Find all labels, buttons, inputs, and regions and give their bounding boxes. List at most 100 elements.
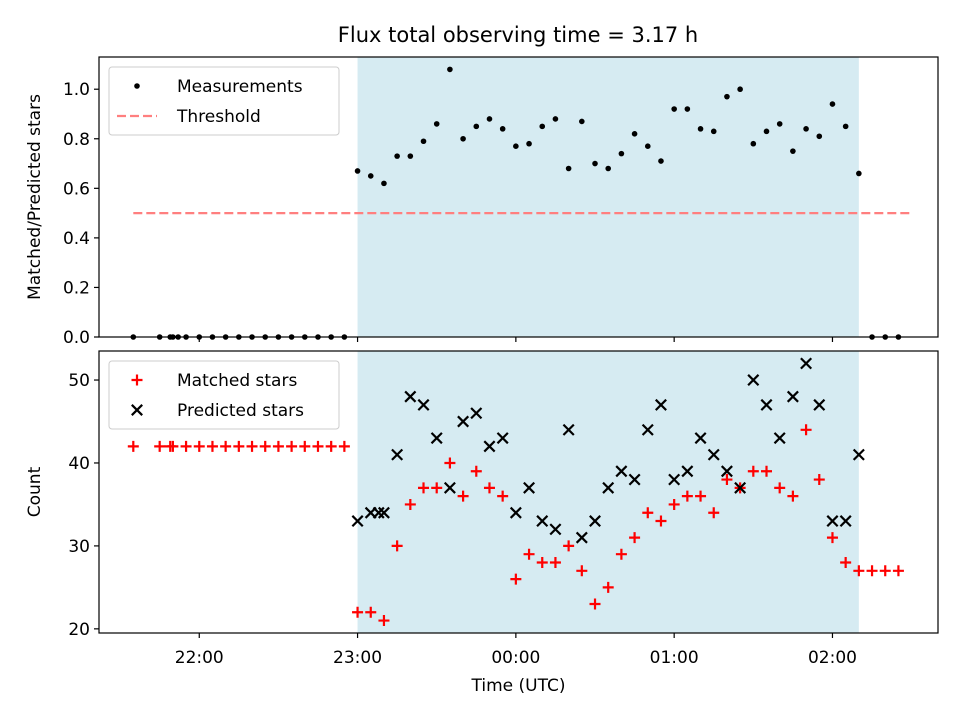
matched-star-point: [338, 440, 350, 452]
measurement-point: [856, 170, 862, 177]
predicted-star-point: [575, 531, 588, 544]
matched-star-point: [655, 515, 667, 527]
x-tick-label: 00:00: [491, 648, 540, 668]
matched-star-point: [378, 615, 390, 627]
measurement-point: [565, 165, 572, 172]
matched-star-point: [602, 581, 614, 593]
legend: Measurements Threshold: [108, 66, 340, 136]
measurement-point: [750, 140, 757, 147]
measurement-point: [381, 180, 387, 187]
matched-star-point: [418, 482, 430, 494]
matched-star-point: [536, 557, 548, 568]
matched-star-point: [404, 498, 416, 510]
measurement-point: [433, 121, 440, 127]
y-tick-label: 40: [68, 454, 90, 474]
predicted-star-point: [509, 506, 522, 519]
matched-star-point: [523, 548, 535, 560]
measurement-point: [684, 106, 691, 112]
measurement-point: [447, 66, 453, 73]
legend-dot-marker: [134, 83, 140, 89]
measurement-point: [671, 106, 677, 112]
matched-star-point: [549, 557, 561, 568]
predicted-star-point: [734, 481, 747, 494]
measurement-point: [394, 153, 400, 159]
legend-frame: [108, 360, 340, 430]
measurement-point: [513, 143, 519, 150]
predicted-star-point: [615, 465, 628, 478]
predicted-star-point: [351, 515, 364, 528]
matched-star-point: [629, 532, 641, 544]
matched-star-point: [761, 465, 773, 477]
matched-star-point: [708, 507, 720, 519]
predicted-star-point: [536, 515, 549, 528]
measurement-point: [776, 121, 783, 127]
measurement-point: [420, 138, 427, 145]
matched-star-point: [510, 573, 522, 585]
predicted-star-point: [602, 481, 615, 494]
predicted-star-point: [681, 465, 694, 478]
y-tick-label: 1.0: [63, 80, 90, 100]
measurement-point: [473, 123, 480, 130]
matched-star-point: [365, 606, 377, 618]
measurement-point: [367, 173, 374, 179]
matched-star-point: [193, 440, 205, 452]
matched-star-point: [826, 532, 838, 544]
y-axis-label: Count: [25, 466, 45, 517]
predicted-star-point: [747, 374, 760, 387]
measurement-point: [605, 165, 612, 172]
axes-frame: [98, 350, 939, 634]
predicted-star-point: [760, 398, 773, 411]
predicted-star-point: [430, 432, 443, 445]
predicted-star-point: [404, 390, 417, 403]
predicted-star-point: [852, 448, 865, 461]
predicted-star-point: [391, 448, 404, 461]
predicted-star-point: [720, 465, 733, 478]
legend-frame: [108, 66, 340, 136]
measurement-point: [829, 101, 836, 107]
matched-star-point: [457, 490, 469, 502]
predicted-star-point: [377, 506, 390, 519]
measurement-point: [724, 93, 730, 100]
matched-star-point: [444, 457, 456, 469]
predicted-star-point: [826, 515, 839, 528]
matched-star-point: [180, 440, 192, 452]
measurement-point: [710, 128, 717, 135]
matched-star-point: [299, 440, 311, 452]
measurement-point: [354, 168, 361, 174]
bottom-panel: 20 30 40 50 22:00 23:00 00:00 01:00 02:00 Count Ti…: [25, 350, 939, 696]
y-tick-label: 0.8: [63, 130, 90, 150]
measurement-point: [618, 150, 625, 157]
measurement-point: [631, 131, 638, 137]
matched-star-point: [391, 540, 403, 552]
matched-star-point: [206, 440, 218, 452]
measurement-point: [697, 126, 704, 132]
matched-star-point: [589, 598, 601, 610]
matched-star-point: [747, 465, 759, 477]
predicted-star-point: [628, 473, 641, 486]
matched-star-point: [695, 490, 707, 502]
measurement-point: [579, 118, 585, 125]
matched-star-point: [127, 440, 139, 452]
predicted-star-point: [562, 423, 575, 436]
y-tick-label: 20: [68, 620, 90, 640]
matched-star-point: [787, 490, 799, 502]
measurement-point: [526, 140, 532, 147]
legend-label: Matched stars: [177, 371, 297, 391]
predicted-star-point: [668, 473, 681, 486]
predicted-star-point: [523, 481, 536, 494]
predicted-star-point: [457, 415, 470, 428]
legend-x-marker: [131, 404, 143, 416]
x-tick-label: 22:00: [175, 648, 224, 668]
predicted-star-point: [549, 523, 562, 536]
matched-star-point: [668, 498, 680, 510]
matched-star-point: [325, 440, 337, 452]
predicted-star-point: [483, 440, 496, 453]
axes-frame: [98, 56, 939, 338]
matched-star-point: [840, 557, 852, 568]
measurement-point: [486, 116, 493, 122]
legend-plus-marker: [131, 374, 143, 386]
matched-star-point: [497, 490, 509, 502]
measurement-point: [658, 158, 664, 164]
y-tick-label: 0.0: [63, 328, 90, 348]
